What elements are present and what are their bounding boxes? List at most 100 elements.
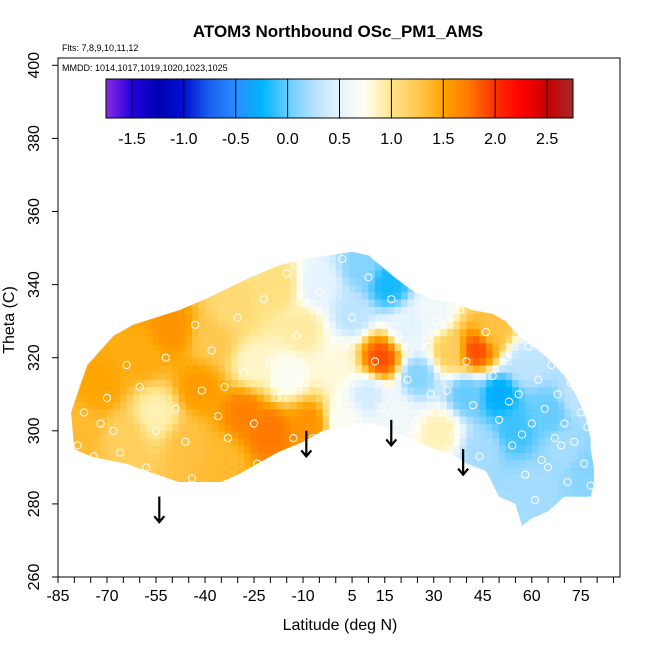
field-cell: [512, 379, 520, 388]
field-cell: [453, 262, 461, 271]
field-cell: [388, 401, 395, 410]
field-cell: [185, 452, 193, 461]
field-cell: [394, 343, 402, 351]
field-cell: [479, 394, 487, 402]
field-cell: [479, 321, 487, 329]
field-cell: [120, 481, 128, 490]
field-cell: [564, 518, 572, 526]
field-cell: [178, 401, 186, 410]
field-cell: [289, 511, 297, 519]
field-cell: [479, 423, 487, 432]
field-cell: [361, 365, 369, 373]
arrow-head: [457, 467, 470, 477]
field-cell: [113, 401, 121, 410]
field-cell: [544, 262, 552, 271]
field-cell: [440, 321, 448, 329]
field-cell: [486, 365, 493, 373]
field-cell: [512, 277, 520, 286]
field-cell: [584, 467, 591, 476]
field-cell: [146, 255, 154, 264]
field-cell: [374, 255, 382, 264]
field-cell: [133, 262, 141, 271]
field-cell: [257, 423, 265, 432]
field-cell: [348, 291, 356, 300]
field-cell: [374, 416, 382, 424]
field-cell: [472, 467, 480, 476]
field-cell: [283, 365, 291, 373]
field-cell: [531, 460, 539, 468]
field-cell: [551, 511, 559, 519]
sample-point: [266, 357, 275, 366]
field-cell: [100, 328, 108, 337]
field-cell: [276, 518, 284, 526]
field-cell: [165, 430, 173, 439]
field-cell: [531, 328, 539, 337]
field-cell: [459, 379, 467, 388]
field-cell: [74, 416, 82, 424]
field-cell: [414, 335, 422, 344]
field-cell: [551, 269, 559, 278]
field-cell: [453, 511, 461, 519]
field-cell: [152, 299, 160, 307]
field-cell: [309, 277, 317, 286]
field-cell: [107, 452, 114, 461]
field-cell: [342, 365, 350, 373]
field-cell: [414, 306, 422, 315]
field-cell: [394, 452, 402, 461]
x-tick-label: 75: [572, 588, 590, 605]
field-cell: [518, 343, 526, 351]
field-cell: [218, 496, 226, 505]
field-cell: [538, 379, 546, 388]
field-cell: [472, 518, 480, 526]
field-cell: [394, 518, 402, 526]
field-cell: [544, 357, 552, 366]
field-cell: [93, 481, 101, 490]
field-cell: [512, 460, 520, 468]
field-cell: [120, 350, 128, 359]
field-cell: [172, 386, 180, 395]
field-cell: [87, 255, 95, 264]
field-cell: [584, 365, 591, 373]
field-cell: [525, 474, 533, 483]
field-cell: [512, 511, 520, 519]
field-cell: [407, 408, 415, 417]
field-cell: [538, 262, 546, 271]
field-cell: [120, 460, 128, 468]
field-cell: [492, 416, 500, 424]
field-cell: [165, 401, 173, 410]
field-cell: [433, 408, 441, 417]
field-cell: [506, 241, 513, 249]
field-cell: [499, 328, 507, 337]
sample-point: [151, 426, 161, 435]
plot-frame: [57, 57, 621, 578]
field-cell: [93, 343, 101, 351]
field-cell: [440, 350, 448, 359]
field-cell: [538, 357, 546, 366]
field-cell: [289, 394, 297, 402]
field-cell: [433, 357, 441, 366]
field-cell: [231, 328, 239, 337]
field-cell: [296, 262, 304, 271]
field-cell: [361, 372, 369, 381]
field-cell: [185, 372, 193, 381]
field-cell: [87, 386, 95, 395]
field-cell: [335, 408, 343, 417]
field-cell: [218, 321, 226, 329]
field-cell: [440, 460, 448, 468]
field-cell: [407, 350, 415, 359]
field-cell: [139, 438, 147, 446]
field-cell: [237, 365, 245, 373]
field-cell: [139, 379, 147, 388]
field-cell: [322, 299, 330, 307]
field-cell: [100, 335, 108, 344]
field-cell: [244, 401, 252, 410]
field-cell: [374, 306, 382, 315]
field-cell: [381, 526, 388, 534]
field-cell: [342, 408, 350, 417]
field-cell: [440, 445, 448, 454]
field-cell: [224, 299, 232, 307]
field-cell: [401, 379, 409, 388]
field-cell: [205, 251, 212, 256]
field-cell: [512, 518, 520, 526]
field-cell: [166, 241, 173, 249]
